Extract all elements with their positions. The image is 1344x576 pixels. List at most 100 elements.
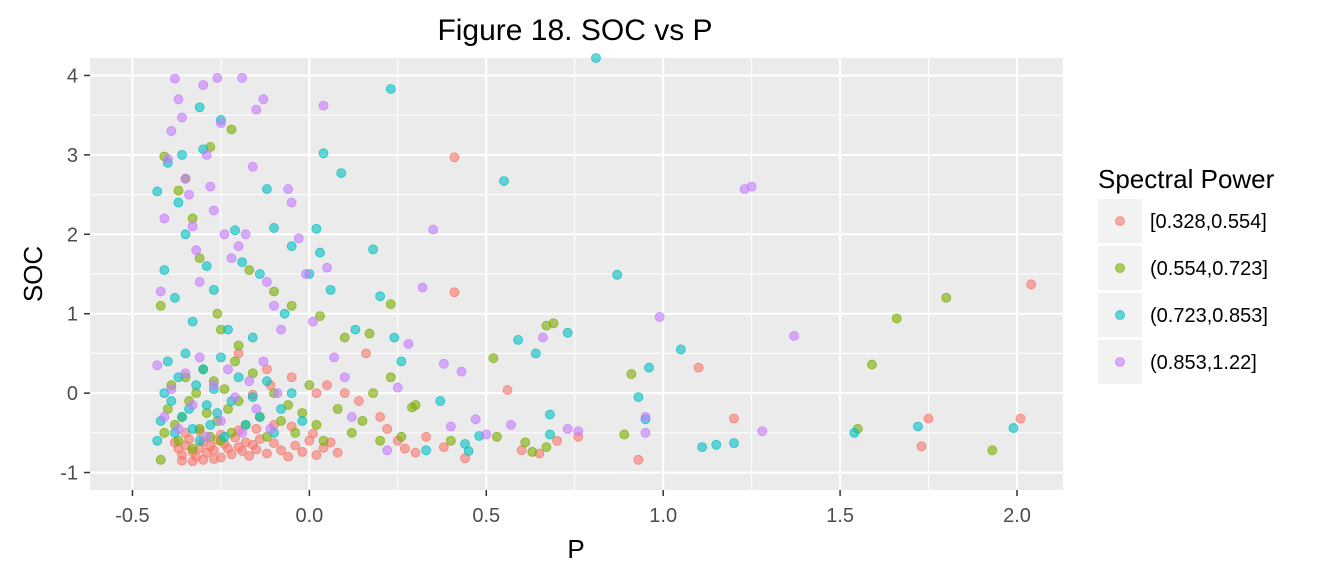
scatter-point [315, 247, 325, 258]
scatter-point [212, 408, 223, 418]
scatter-point [612, 269, 623, 280]
scatter-point [346, 412, 357, 422]
scatter-point [272, 388, 283, 399]
scatter-point [410, 400, 421, 410]
x-tick-label: 1.5 [826, 505, 854, 527]
scatter-point [318, 435, 329, 446]
scatter-point [251, 423, 262, 434]
x-axis-title: P [567, 534, 584, 564]
scatter-point [318, 100, 329, 111]
scatter-point [396, 431, 407, 442]
scatter-point [251, 444, 262, 455]
scatter-point [173, 197, 184, 208]
scatter-point [276, 416, 286, 426]
scatter-point [463, 446, 474, 456]
scatter-point [244, 450, 255, 461]
scatter-point [247, 161, 258, 172]
scatter-point [155, 300, 166, 311]
scatter-point [194, 352, 205, 363]
scatter-point [573, 426, 584, 437]
scatter-point [262, 448, 272, 459]
scatter-point [286, 300, 297, 311]
scatter-point [173, 435, 184, 446]
scatter-point [286, 372, 297, 383]
scatter-point [339, 332, 350, 343]
scatter-point [711, 439, 722, 450]
scatter-point [318, 148, 329, 159]
scatter-point [308, 428, 318, 439]
scatter-point [311, 388, 322, 399]
scatter-point [346, 427, 357, 438]
scatter-point [219, 229, 230, 240]
scatter-point [251, 104, 262, 115]
scatter-point [283, 451, 294, 462]
scatter-point [187, 400, 198, 410]
scatter-point [262, 364, 272, 375]
scatter-point [170, 292, 180, 303]
scatter-point [244, 265, 255, 275]
scatter-point [891, 313, 902, 324]
scatter-point [216, 416, 226, 426]
scatter-point [849, 427, 860, 438]
scatter-point [396, 356, 407, 367]
scatter-point [201, 149, 212, 160]
scatter-point [421, 431, 432, 442]
scatter-point [591, 53, 601, 63]
scatter-point [219, 431, 230, 442]
legend-marker [1115, 310, 1125, 320]
scatter-point [152, 360, 163, 371]
x-tick-label: 2.0 [1003, 505, 1031, 527]
chart-title: Figure 18. SOC vs P [437, 14, 712, 47]
scatter-point [180, 229, 191, 240]
scatter-point [251, 404, 262, 414]
scatter-point [332, 404, 343, 414]
scatter-point [392, 382, 403, 393]
scatter-point [428, 224, 439, 235]
scatter-point [562, 327, 573, 338]
scatter-point [219, 384, 230, 395]
scatter-point [223, 404, 233, 414]
scatter-point [184, 189, 194, 200]
scatter-point [502, 385, 513, 395]
scatter-point [336, 168, 347, 179]
legend-label: (0.554,0.723] [1150, 258, 1268, 280]
legend-label: (0.723,0.853] [1150, 305, 1268, 327]
scatter-point [987, 445, 998, 456]
scatter-point [350, 324, 361, 335]
scatter-point [198, 80, 209, 90]
y-tick-label: 0 [67, 383, 78, 405]
scatter-point [438, 442, 449, 453]
scatter-point [530, 348, 541, 359]
scatter-point [290, 440, 301, 451]
scatter-point [923, 413, 934, 424]
legend: Spectral Power [0.328,0.554] (0.554,0.723… [1098, 164, 1275, 384]
scatter-point [208, 284, 219, 295]
scatter-point [265, 423, 276, 434]
scatter-point [226, 449, 237, 460]
scatter-point [339, 388, 350, 399]
scatter-point [385, 84, 396, 94]
scatter-point [297, 446, 308, 457]
scatter-point [1008, 423, 1019, 433]
scatter-point [208, 445, 219, 456]
scatter-point [247, 392, 258, 402]
scatter-point [545, 429, 555, 440]
scatter-point [364, 328, 375, 339]
y-tick-label: 3 [67, 145, 78, 167]
scatter-point [208, 454, 219, 464]
scatter-point [675, 344, 686, 355]
scatter-point [258, 356, 269, 367]
scatter-point [247, 368, 258, 379]
scatter-point [201, 400, 212, 410]
scatter-point [276, 324, 286, 335]
scatter-point [382, 423, 393, 434]
scatter-point [311, 223, 322, 234]
scatter-point [417, 282, 428, 293]
scatter-point [177, 149, 187, 160]
scatter-point [445, 435, 456, 446]
scatter-point [194, 253, 205, 264]
scatter-point [173, 185, 184, 196]
scatter-point [212, 72, 223, 83]
scatter-point [548, 318, 559, 329]
